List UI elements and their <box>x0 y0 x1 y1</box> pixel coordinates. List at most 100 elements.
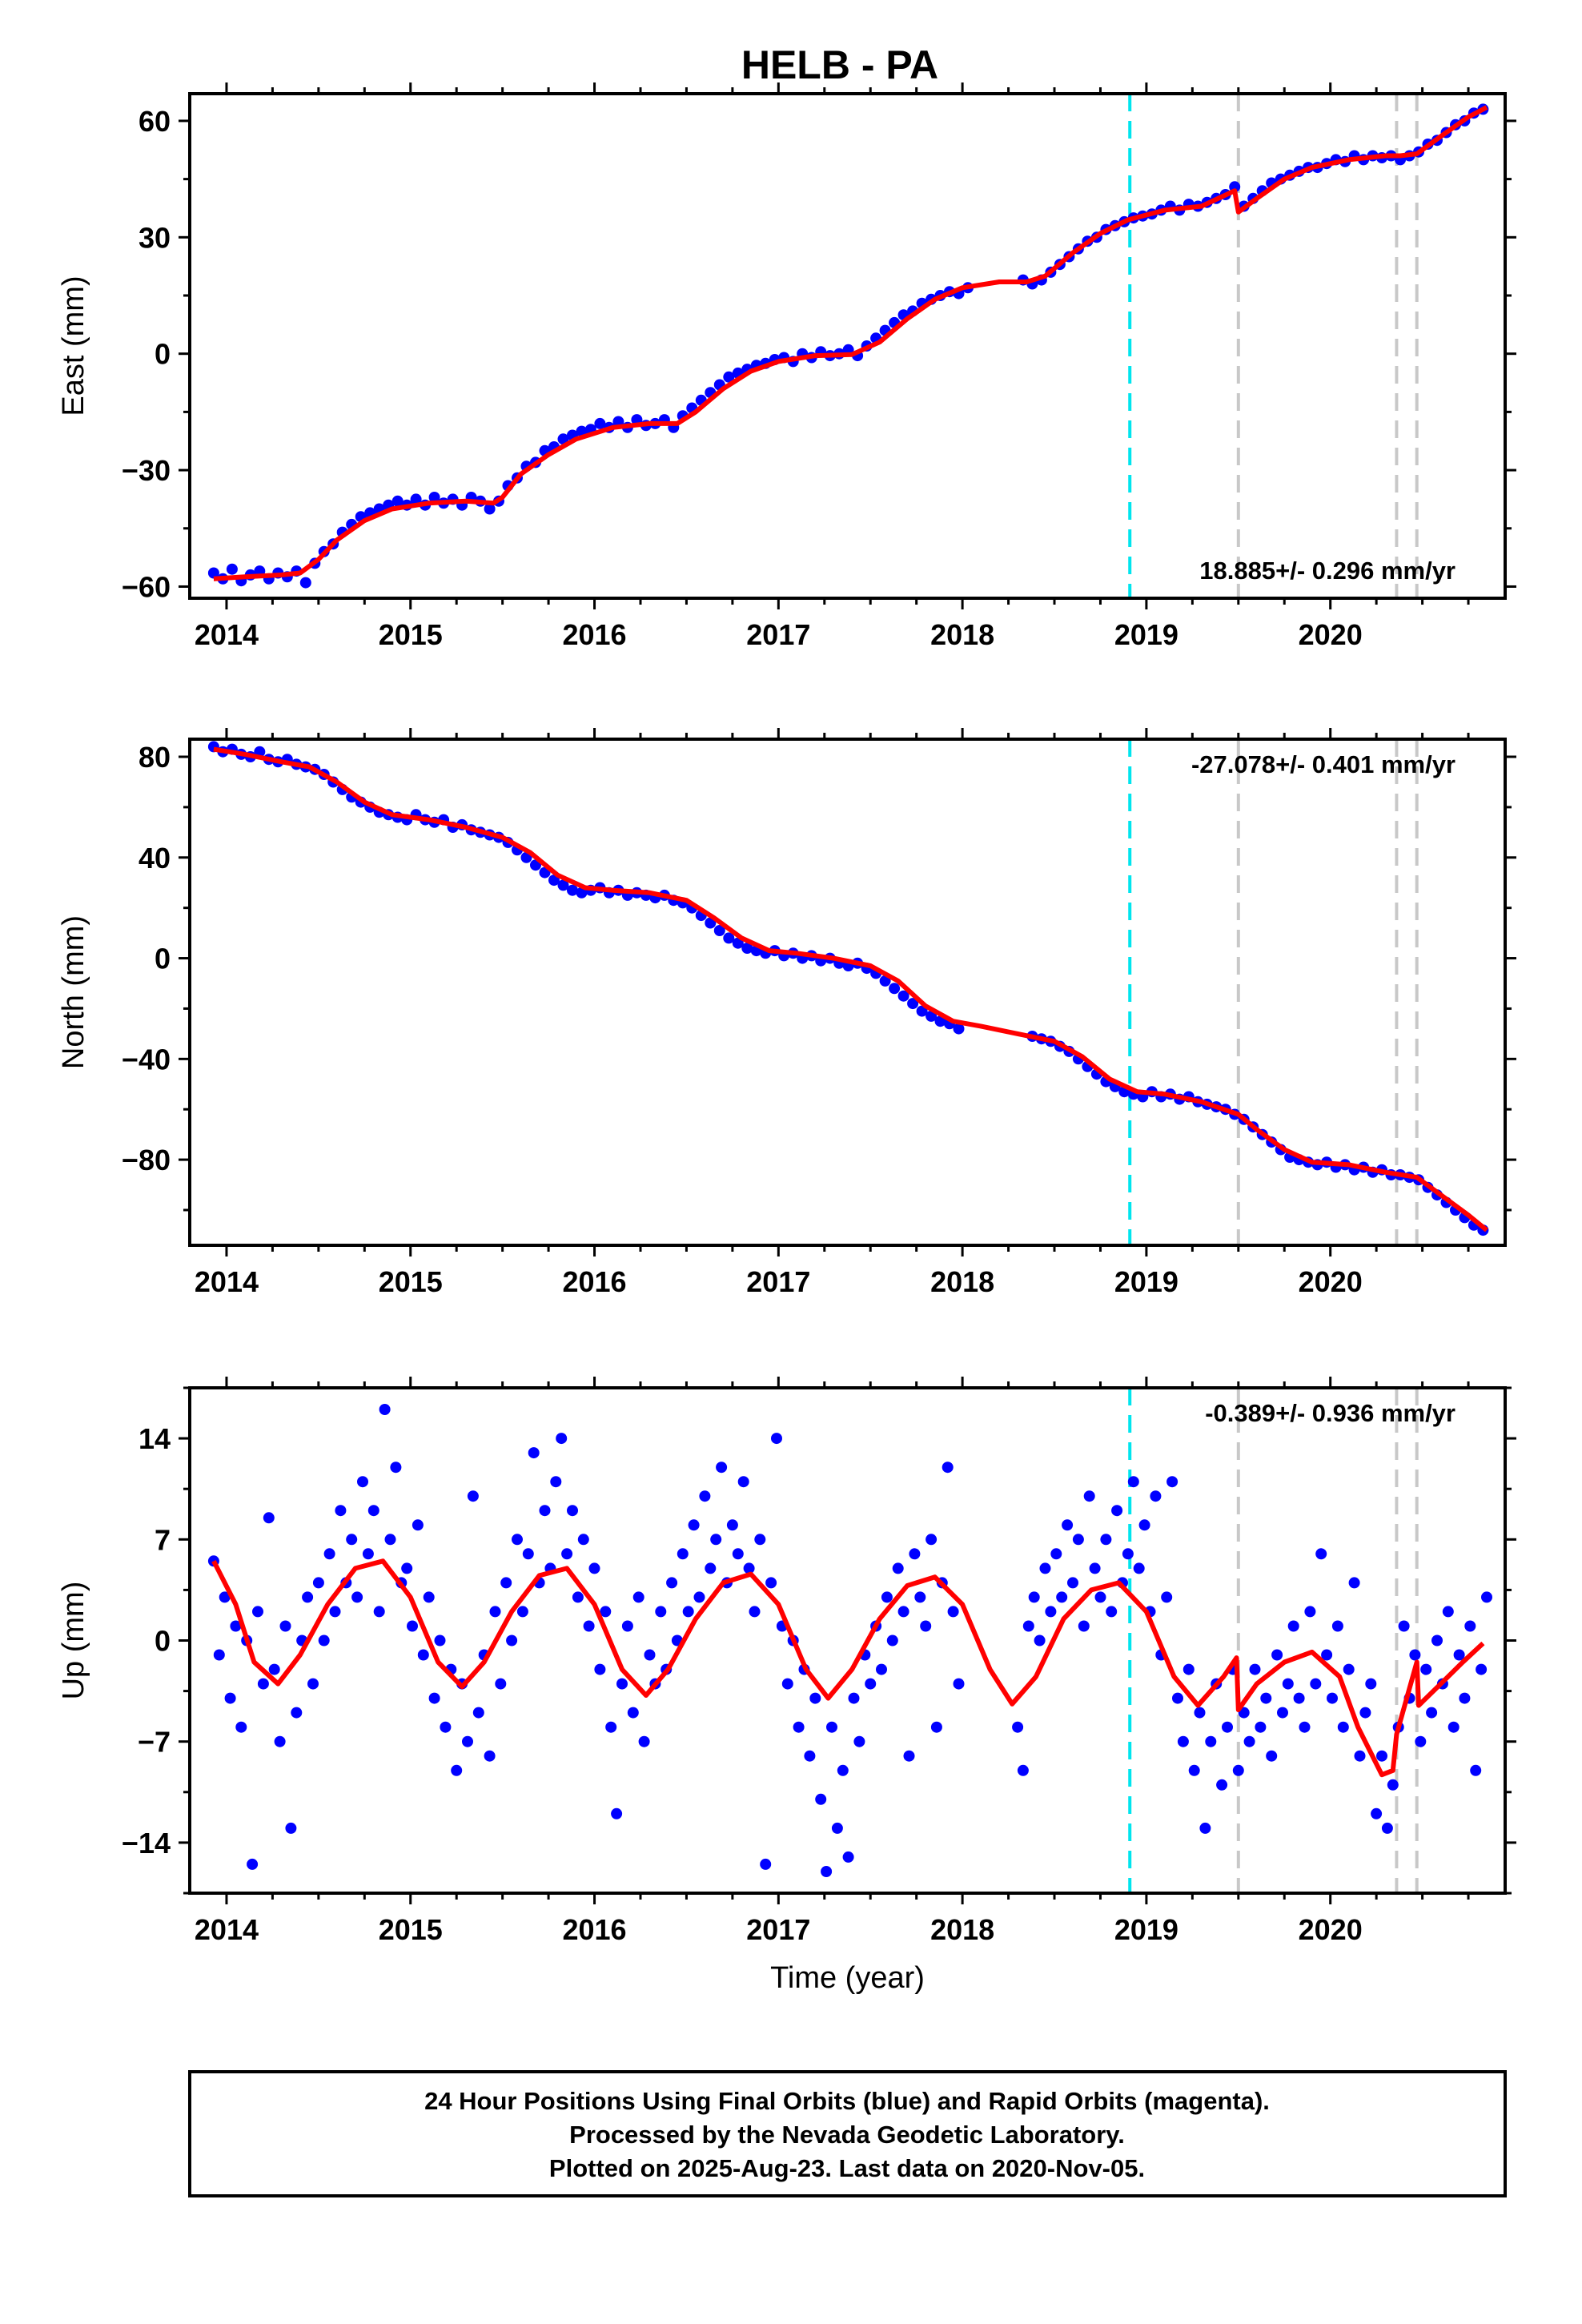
data-point <box>1166 1476 1178 1488</box>
data-point <box>1216 1779 1228 1791</box>
data-point <box>1161 1591 1173 1603</box>
data-point <box>804 1750 816 1762</box>
data-point <box>809 1692 821 1704</box>
data-point <box>1354 1750 1366 1762</box>
data-point <box>252 1606 263 1618</box>
data-point <box>1266 1750 1278 1762</box>
data-point <box>335 1505 347 1517</box>
x-tick-label: 2014 <box>195 1913 259 1946</box>
data-point <box>1365 1678 1377 1690</box>
data-point <box>1243 1735 1255 1747</box>
data-point <box>362 1548 374 1560</box>
data-point <box>953 1678 965 1690</box>
data-point <box>1442 1606 1454 1618</box>
x-tick-label: 2019 <box>1114 1913 1178 1946</box>
data-point <box>1453 1649 1465 1661</box>
footer-line-3: Plotted on 2025-Aug-23. Last data on 202… <box>549 2154 1145 2182</box>
data-point <box>391 495 404 507</box>
plot-frame <box>188 1386 1507 1895</box>
data-point <box>1199 1822 1211 1834</box>
y-axis-label: Up (mm) <box>57 1582 90 1700</box>
data-point <box>705 1562 717 1574</box>
data-point <box>367 1505 379 1517</box>
data-point <box>611 1807 623 1819</box>
data-point <box>1299 1721 1311 1733</box>
y-tick-label: 0 <box>155 1625 171 1658</box>
x-tick-label: 2015 <box>379 1265 443 1298</box>
data-point <box>1012 1721 1024 1733</box>
y-tick-label: 80 <box>139 741 171 774</box>
data-point <box>716 1462 728 1474</box>
velocity-label: -27.078+/- 0.401 mm/yr <box>1191 750 1456 778</box>
data-point <box>1022 1620 1034 1632</box>
y-tick-label: 7 <box>155 1523 171 1556</box>
data-point <box>699 1490 711 1502</box>
data-point <box>920 1620 932 1632</box>
data-point <box>1150 1490 1162 1502</box>
data-point <box>942 1462 954 1474</box>
data-point <box>743 1562 755 1574</box>
data-point <box>1464 1620 1476 1632</box>
data-point <box>268 1663 280 1675</box>
data-point <box>1222 1721 1233 1733</box>
data-point <box>1205 1735 1217 1747</box>
data-point <box>285 1822 297 1834</box>
footer-box <box>188 2070 1507 2197</box>
data-point <box>1034 1634 1046 1647</box>
data-point <box>1271 1649 1283 1661</box>
data-point <box>357 1476 368 1488</box>
data-point <box>219 1591 231 1603</box>
data-point <box>1078 1620 1090 1632</box>
data-point <box>1447 1721 1460 1733</box>
data-point <box>1359 1707 1371 1719</box>
data-point <box>1371 1807 1383 1819</box>
data-point <box>723 932 735 944</box>
data-point <box>291 1707 303 1719</box>
data-point <box>930 1721 942 1733</box>
data-point <box>561 1548 573 1560</box>
footer-line-1: 24 Hour Positions Using Final Orbits (bl… <box>424 2087 1270 2115</box>
data-point <box>1232 1764 1244 1776</box>
data-point <box>572 1591 584 1603</box>
east-panel: 2014 2015 2016 2017 2018 2019 2020 −60 −30 0 30 60 E… <box>57 82 1516 651</box>
y-tick-label: 60 <box>139 105 171 138</box>
data-point <box>837 1764 849 1776</box>
y-tick-label: −60 <box>122 570 171 603</box>
footer-line-2: Processed by the Nevada Geodetic Laborat… <box>569 2121 1125 2149</box>
data-point <box>467 1490 479 1502</box>
data-point <box>848 1692 860 1704</box>
data-point <box>1481 1591 1492 1603</box>
data-point <box>516 1606 528 1618</box>
data-point <box>257 1678 269 1690</box>
x-tick-label: 2015 <box>379 1913 443 1946</box>
data-point <box>876 1663 887 1675</box>
data-point <box>723 371 735 383</box>
data-point <box>1277 1707 1288 1719</box>
data-point <box>1476 1663 1488 1675</box>
data-point <box>771 1433 782 1445</box>
data-point <box>741 943 753 954</box>
y-axis-label: North (mm) <box>57 915 90 1069</box>
data-point <box>1133 1562 1145 1574</box>
data-point <box>1182 1663 1195 1675</box>
x-tick-label: 2015 <box>379 618 443 651</box>
data-point <box>583 1620 595 1632</box>
data-point <box>655 1606 667 1618</box>
data-point <box>512 1534 523 1546</box>
data-point <box>417 1649 429 1661</box>
model-fit-line <box>213 746 1488 1232</box>
data-point <box>1028 1591 1040 1603</box>
data-point <box>1111 1505 1123 1517</box>
data-point <box>434 1634 446 1647</box>
up-panel: 2014 2015 2016 2017 2018 2019 2020 −14 −7 0 7 14 Up … <box>57 1377 1516 1995</box>
data-point <box>274 1735 286 1747</box>
data-point <box>815 1793 827 1805</box>
x-axis-label: Time (year) <box>770 1961 925 1995</box>
data-point <box>644 1649 656 1661</box>
data-point <box>484 1750 496 1762</box>
data-point <box>853 1735 865 1747</box>
y-tick-label: 0 <box>155 338 171 371</box>
data-point <box>1343 1663 1355 1675</box>
data-point <box>1106 1606 1118 1618</box>
data-point <box>577 1534 589 1546</box>
